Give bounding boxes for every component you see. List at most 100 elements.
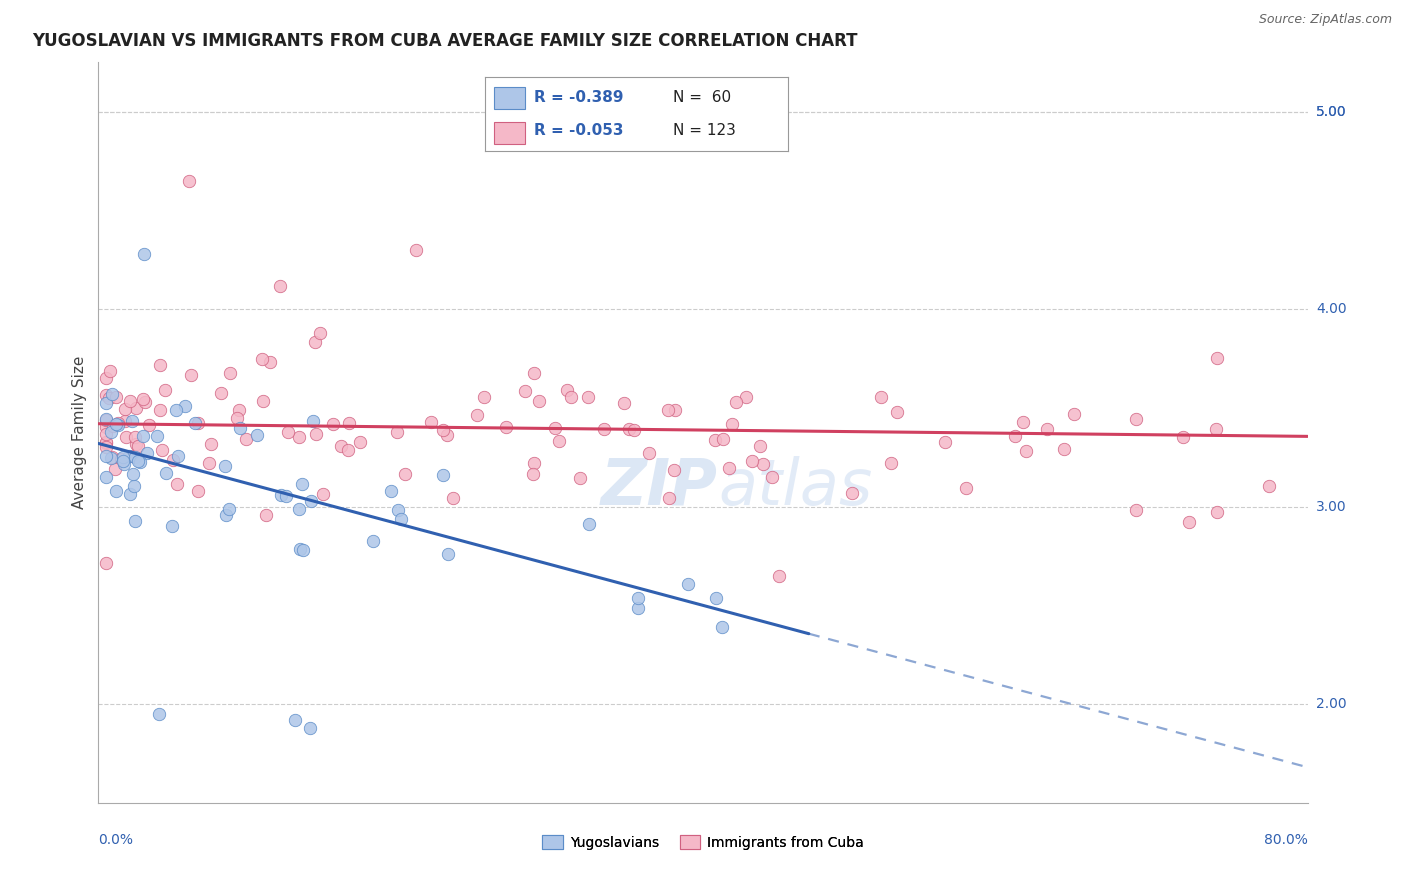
Point	[94, 435, 117, 450]
Point	[112, 450, 135, 464]
Point	[94, 412, 117, 426]
Point	[593, 422, 616, 436]
Point	[114, 414, 136, 428]
Point	[432, 467, 454, 482]
Point	[111, 453, 134, 467]
Point	[301, 413, 323, 427]
Point	[405, 243, 427, 257]
Point	[94, 440, 117, 454]
Point	[312, 487, 335, 501]
Point	[419, 415, 441, 429]
Point	[527, 393, 550, 408]
Point	[198, 456, 221, 470]
Point	[1205, 505, 1227, 519]
Point	[495, 420, 517, 434]
Point	[110, 452, 132, 467]
Point	[127, 439, 149, 453]
Point	[100, 425, 122, 439]
Point	[98, 391, 121, 405]
Point	[387, 503, 409, 517]
Point	[617, 422, 640, 436]
Point	[136, 445, 159, 459]
Point	[1257, 479, 1279, 493]
Point	[246, 427, 269, 442]
Point	[162, 453, 184, 467]
Text: 5.00: 5.00	[1316, 104, 1347, 119]
Point	[100, 364, 122, 378]
Point	[555, 383, 578, 397]
Point	[513, 384, 536, 398]
Point	[124, 450, 146, 464]
Point	[768, 568, 790, 582]
Point	[149, 359, 172, 373]
Point	[443, 491, 465, 506]
Text: Source: ZipAtlas.com: Source: ZipAtlas.com	[1258, 13, 1392, 27]
Point	[209, 386, 232, 401]
Point	[235, 432, 257, 446]
Point	[187, 417, 209, 431]
Point	[124, 514, 146, 528]
Point	[523, 367, 546, 381]
Point	[94, 420, 117, 434]
Point	[107, 417, 129, 432]
Point	[627, 601, 650, 615]
Point	[200, 437, 222, 451]
Point	[252, 394, 274, 409]
Point	[613, 396, 636, 410]
Point	[1004, 428, 1026, 442]
Point	[274, 489, 297, 503]
Point	[880, 456, 903, 470]
Point	[349, 434, 371, 449]
Point	[1178, 515, 1201, 529]
Point	[955, 481, 977, 495]
Point	[309, 326, 332, 341]
Point	[657, 403, 679, 417]
Point	[104, 417, 127, 431]
Point	[1035, 422, 1057, 436]
Point	[1012, 415, 1035, 429]
Text: 5.00: 5.00	[1316, 104, 1347, 119]
Point	[467, 409, 489, 423]
Point	[627, 591, 650, 606]
Point	[1125, 412, 1147, 426]
Point	[127, 454, 149, 468]
Point	[1205, 422, 1227, 436]
Point	[560, 390, 582, 404]
Point	[187, 483, 209, 498]
Point	[94, 413, 117, 427]
Point	[330, 439, 353, 453]
Point	[662, 462, 685, 476]
Point	[299, 721, 322, 735]
Point	[122, 479, 145, 493]
Point	[886, 405, 908, 419]
Point	[724, 395, 747, 409]
Point	[1014, 444, 1036, 458]
Point	[101, 419, 124, 434]
Point	[1053, 442, 1076, 456]
Point	[125, 401, 148, 415]
Point	[547, 434, 569, 448]
Point	[112, 457, 135, 471]
Point	[706, 591, 728, 606]
Point	[288, 502, 311, 516]
Point	[94, 470, 117, 484]
Point	[148, 706, 170, 721]
Text: 0.0%: 0.0%	[98, 833, 134, 847]
Point	[150, 443, 173, 458]
Point	[361, 533, 384, 548]
Point	[299, 493, 322, 508]
Text: 4.00: 4.00	[1316, 302, 1347, 317]
Point	[304, 426, 326, 441]
Point	[1125, 503, 1147, 517]
Point	[322, 417, 344, 431]
Point	[166, 476, 188, 491]
Point	[167, 449, 190, 463]
Point	[101, 386, 124, 401]
Point	[118, 450, 141, 464]
Text: 3.00: 3.00	[1316, 500, 1347, 514]
Point	[432, 423, 454, 437]
Text: YUGOSLAVIAN VS IMMIGRANTS FROM CUBA AVERAGE FAMILY SIZE CORRELATION CHART: YUGOSLAVIAN VS IMMIGRANTS FROM CUBA AVER…	[32, 32, 858, 50]
Point	[720, 417, 742, 431]
Point	[735, 391, 758, 405]
Point	[101, 450, 124, 464]
